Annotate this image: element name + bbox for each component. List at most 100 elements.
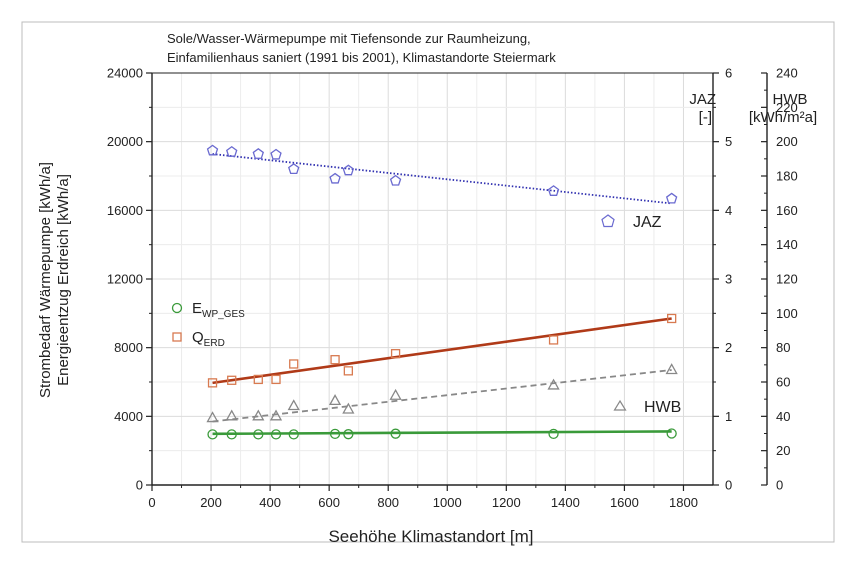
y-axis-title-line-1: Strombedarf Wärmepumpe [kWh/a]: [37, 162, 54, 398]
hwb-axis-title: HWB: [773, 91, 808, 108]
x-tick-label-200: 200: [200, 495, 222, 510]
jaz-tick-label-4: 4: [725, 203, 732, 218]
hwb-label: HWB: [644, 399, 681, 416]
legend-marker-ewp: [171, 302, 183, 314]
hwb-tick-label-60: 60: [776, 375, 790, 390]
legend-label-qerd: QERD: [192, 329, 225, 349]
jaz-label: JAZ: [633, 214, 662, 231]
point-q-7: [390, 349, 401, 359]
point-hwb-6: [342, 402, 355, 414]
hwb-tick-label-180: 180: [776, 169, 798, 184]
point-e-5: [329, 428, 341, 439]
hwb-label-marker: [613, 399, 627, 411]
legend-label-ewp-sub: WP_GES: [202, 309, 245, 320]
x-tick-label-400: 400: [259, 495, 281, 510]
point-hwb-0: [206, 411, 219, 423]
y-tick-label-12000: 12000: [107, 272, 143, 287]
x-tick-label-1800: 1800: [669, 495, 698, 510]
jaz-tick-label-6: 6: [725, 66, 732, 81]
point-jaz-0: [206, 144, 219, 156]
point-e-8: [548, 428, 559, 439]
y-tick-label-8000: 8000: [114, 340, 143, 355]
hwb-tick-label-80: 80: [776, 340, 790, 355]
x-axis-title: Seehöhe Klimastandort [m]: [328, 527, 533, 546]
fit-line-hwb: [212, 369, 672, 423]
point-hwb-1: [225, 409, 238, 421]
jaz-tick-label-3: 3: [725, 272, 732, 287]
hwb-tick-label-0: 0: [776, 478, 783, 493]
point-q-3: [271, 374, 281, 385]
legend-label-qerd-sub: ERD: [204, 338, 225, 349]
x-tick-label-0: 0: [148, 495, 155, 510]
chart-title-line-1: Sole/Wasser-Wärmepumpe mit Tiefensonde z…: [167, 31, 531, 46]
point-jaz-1: [226, 145, 238, 157]
point-jaz-5: [329, 172, 341, 184]
legend-label-ewp: EWP_GES: [192, 300, 245, 320]
hwb-axis-unit: [kWh/m²a]: [749, 109, 817, 126]
point-jaz-2: [252, 148, 265, 159]
hwb-tick-label-220: 220: [776, 100, 798, 115]
point-jaz-8: [547, 185, 560, 196]
point-q-2: [253, 374, 263, 385]
point-q-9: [667, 313, 677, 324]
hwb-tick-label-240: 240: [776, 66, 798, 81]
x-tick-label-1200: 1200: [492, 495, 521, 510]
jaz-tick-label-2: 2: [725, 340, 732, 355]
point-jaz-3: [270, 148, 282, 160]
x-tick-label-1400: 1400: [551, 495, 580, 510]
fit-line-q: [212, 317, 672, 385]
legend-marker-qerd: [172, 332, 182, 342]
point-e-0: [207, 429, 218, 440]
point-jaz-4: [288, 163, 300, 174]
jaz-tick-label-0: 0: [725, 478, 732, 493]
point-e-9: [666, 428, 677, 439]
point-hwb-7: [389, 388, 402, 400]
point-jaz-6: [342, 164, 355, 176]
y-tick-label-20000: 20000: [107, 134, 143, 149]
x-tick-label-1600: 1600: [610, 495, 639, 510]
jaz-tick-label-5: 5: [725, 134, 732, 149]
point-hwb-9: [665, 363, 678, 375]
point-e-4: [288, 429, 299, 440]
point-e-2: [253, 429, 264, 440]
x-tick-label-1000: 1000: [433, 495, 462, 510]
hwb-tick-label-140: 140: [776, 237, 798, 252]
point-e-7: [390, 428, 401, 439]
jaz-label-marker: [601, 214, 615, 228]
x-tick-label-600: 600: [318, 495, 340, 510]
point-hwb-2: [252, 409, 265, 421]
chart-title-line-2: Einfamilienhaus saniert (1991 bis 2001),…: [167, 50, 556, 65]
point-jaz-7: [389, 174, 402, 186]
tick-marks: 0 200 400 600 800 1000 1200 1400 1600 18000400080…: [107, 66, 798, 511]
x-tick-label-800: 800: [377, 495, 399, 510]
legend: EWP_GES QERD: [171, 300, 245, 349]
outer-border: [21, 21, 835, 543]
legend-label-qerd-main: Q: [192, 329, 204, 346]
hwb-tick-label-40: 40: [776, 409, 790, 424]
point-q-1: [227, 375, 237, 385]
point-hwb-3: [269, 409, 283, 421]
point-q-5: [330, 355, 340, 365]
legend-label-ewp-main: E: [192, 300, 202, 317]
point-q-8: [548, 335, 559, 345]
point-hwb-8: [547, 378, 560, 390]
jaz-axis-unit: [-]: [699, 109, 712, 126]
point-jaz-9: [665, 192, 678, 204]
y-tick-label-24000: 24000: [107, 66, 143, 81]
y-tick-label-0: 0: [136, 478, 143, 493]
hwb-tick-label-100: 100: [776, 306, 798, 321]
point-e-1: [226, 429, 237, 440]
point-e-3: [270, 429, 282, 440]
y-axis-title-line-2: Energieentzug Erdreich [kWh/a]: [55, 174, 72, 386]
point-hwb-4: [287, 399, 300, 411]
jaz-tick-label-1: 1: [725, 409, 732, 424]
y-tick-label-4000: 4000: [114, 409, 143, 424]
point-hwb-5: [328, 394, 342, 406]
point-e-6: [343, 429, 354, 440]
data-points: [206, 144, 678, 440]
hwb-tick-label-20: 20: [776, 443, 790, 458]
jaz-axis-title: JAZ: [689, 91, 716, 108]
hwb-tick-label-160: 160: [776, 203, 798, 218]
